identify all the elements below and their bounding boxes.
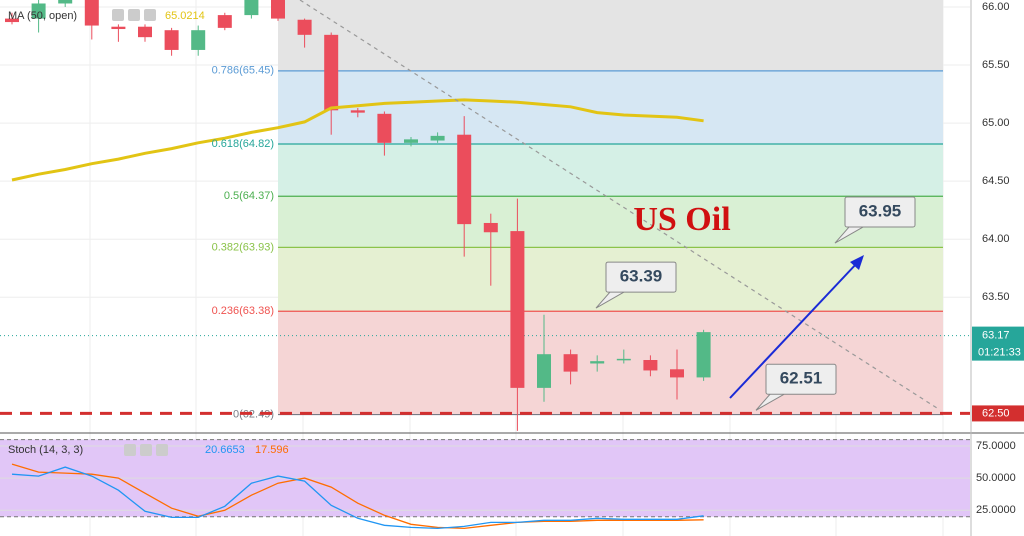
candle-body — [164, 30, 179, 50]
stoch-legend-icons — [124, 444, 168, 456]
y-tick-label: 65.50 — [982, 59, 1010, 71]
candle-body — [404, 139, 418, 143]
callout-tail — [755, 393, 785, 411]
y-tick-label: 64.00 — [982, 233, 1010, 245]
stoch-tick-label: 50.0000 — [976, 472, 1016, 484]
chart-title: US Oil — [633, 201, 730, 238]
icon-eye[interactable] — [112, 9, 124, 21]
fib-label: 0.236(63.38) — [212, 305, 274, 317]
candle-body — [563, 354, 578, 372]
callout-tail — [834, 226, 864, 244]
callout-box — [605, 261, 677, 293]
icon-settings[interactable] — [140, 444, 152, 456]
fib-label: 0.5(64.37) — [224, 190, 274, 202]
arrow — [729, 261, 859, 399]
candle-body — [430, 135, 445, 141]
candle-body — [297, 19, 312, 35]
fib-zone — [278, 0, 943, 71]
stoch-d-line — [11, 463, 704, 530]
candle-body — [483, 222, 498, 233]
candle-body — [350, 110, 365, 113]
candle-body — [643, 360, 658, 371]
ma-legend-name: MA (50, open) — [8, 10, 77, 22]
callout-tail — [595, 291, 625, 309]
y-tick-label: 64.50 — [982, 175, 1010, 187]
stoch-k-line — [11, 466, 704, 530]
fib-label: 0.786(65.45) — [212, 65, 274, 77]
icon-settings[interactable] — [128, 9, 140, 21]
fib-label: 0(62.49) — [233, 408, 274, 420]
candle-body — [377, 113, 392, 143]
callout-box — [765, 363, 837, 395]
y-tick-label: 65.00 — [982, 117, 1010, 129]
callout-label: 62.51 — [780, 369, 823, 388]
candle-body — [510, 231, 525, 388]
top-layer: 63.50 64.00 64.50 65.00 65.50 66.00 0.786(65.4… — [0, 1, 1024, 516]
stoch-legend-d: 17.596 — [255, 444, 289, 456]
ma-line — [11, 98, 704, 182]
candle-body — [111, 26, 126, 30]
callout-label: 63.95 — [859, 202, 902, 221]
icon-close[interactable] — [156, 444, 168, 456]
candle-body — [537, 354, 551, 388]
ma-legend-icons — [112, 9, 156, 21]
price-tag-label: 63.17 — [982, 330, 1010, 342]
candle-body — [324, 34, 339, 111]
candle-body — [696, 332, 711, 378]
candle-body — [191, 30, 206, 50]
candle-body — [58, 0, 73, 4]
ma-legend-value: 65.0214 — [165, 10, 205, 22]
callout-box — [844, 196, 916, 228]
fib-zone — [278, 196, 943, 248]
fib-label: 0.382(63.93) — [212, 241, 274, 253]
candle-body — [5, 18, 19, 23]
icon-close[interactable] — [144, 9, 156, 21]
support-tag — [972, 405, 1024, 422]
fib-zone — [278, 311, 943, 415]
candle-body — [244, 0, 259, 16]
candle-body — [670, 369, 684, 378]
y-tick-label: 66.00 — [982, 1, 1010, 13]
candle-body — [616, 358, 631, 361]
candle-body — [271, 0, 285, 19]
callout-label: 63.39 — [620, 267, 663, 286]
candle-body — [457, 134, 472, 225]
main-layer — [5, 0, 711, 530]
stoch-tick-label: 75.0000 — [976, 440, 1016, 452]
candle-body — [31, 3, 46, 19]
price-tag-time: 01:21:33 — [978, 347, 1021, 359]
support-tag-label: 62.50 — [982, 407, 1010, 419]
candle-body — [217, 15, 232, 28]
candle-body — [84, 0, 99, 26]
stoch-legend-name: Stoch (14, 3, 3) — [8, 444, 83, 456]
trend-line — [299, 0, 941, 411]
icon-eye[interactable] — [124, 444, 136, 456]
candle-body — [590, 361, 605, 364]
y-tick-label: 63.50 — [982, 291, 1010, 303]
stoch-legend-k: 20.6653 — [205, 444, 245, 456]
candle-body — [138, 26, 152, 38]
fib-label: 0.618(64.82) — [212, 138, 274, 150]
fib-zone — [278, 144, 943, 197]
price-tag — [972, 326, 1024, 361]
stoch-tick-label: 25.0000 — [976, 504, 1016, 516]
arrow-head — [850, 255, 864, 270]
